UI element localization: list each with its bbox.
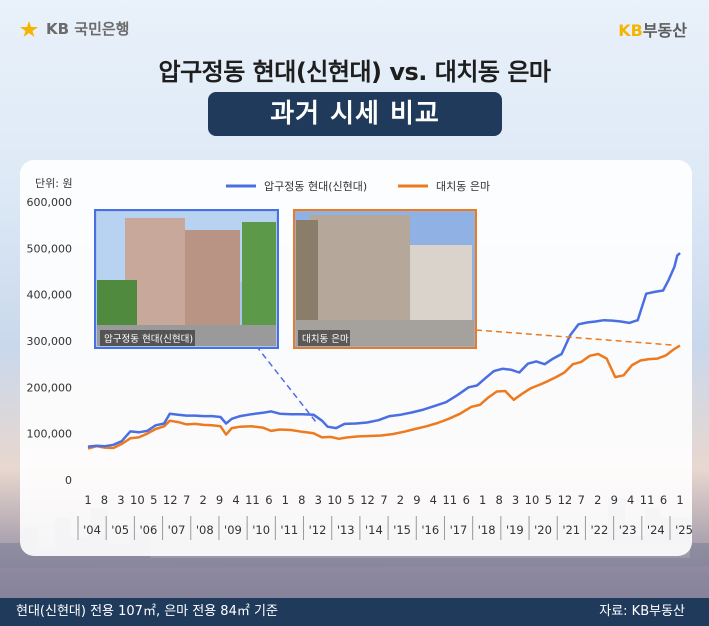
x-month-tick-label: 3 bbox=[315, 493, 322, 507]
photo-caption-hyundai: 압구정동 현대(신현대) bbox=[104, 333, 193, 345]
x-axis: 1 8 3 10 5 12 7 2 9 4 11 6 1 8 3 10 5 12 7 2 9 4 11 6 1 8 3 10 5 12 7 2… bbox=[77, 493, 693, 540]
x-year-label: '05 bbox=[111, 523, 129, 537]
series-line-hyundai bbox=[87, 252, 681, 448]
x-month-tick-label: 10 bbox=[130, 493, 145, 507]
x-month-tick-label: 4 bbox=[430, 493, 437, 507]
x-year-label: '13 bbox=[337, 523, 355, 537]
x-month-tick-label: 10 bbox=[327, 493, 342, 507]
photo-pointer-hyundai bbox=[249, 337, 317, 423]
x-year-label: '14 bbox=[365, 523, 383, 537]
x-month-tick-label: 5 bbox=[347, 493, 354, 507]
x-month-tick-label: 8 bbox=[298, 493, 305, 507]
x-year-label: '11 bbox=[280, 523, 298, 537]
x-year-label: '19 bbox=[506, 523, 524, 537]
x-month-tick-label: 4 bbox=[627, 493, 634, 507]
x-month-tick-label: 8 bbox=[101, 493, 108, 507]
page-title: 압구정동 현대(신현대) vs. 대치동 은마 bbox=[158, 58, 551, 86]
x-year-label: '04 bbox=[83, 523, 101, 537]
x-year-label: '20 bbox=[534, 523, 552, 537]
kb-real-estate-logo: KB부동산 bbox=[618, 17, 687, 41]
x-month-tick-label: 5 bbox=[150, 493, 157, 507]
x-month-tick-label: 10 bbox=[525, 493, 540, 507]
kb-star-icon bbox=[20, 20, 38, 37]
footer-source: 자료: KB부동산 bbox=[599, 604, 685, 619]
x-month-tick-label: 9 bbox=[413, 493, 420, 507]
x-year-label: '08 bbox=[196, 523, 214, 537]
x-year-label: '15 bbox=[393, 523, 411, 537]
x-month-tick-label: 9 bbox=[611, 493, 618, 507]
x-year-label: '10 bbox=[252, 523, 270, 537]
x-month-tick-label: 1 bbox=[84, 493, 91, 507]
y-tick-label: 500,000 bbox=[27, 242, 73, 255]
legend-label-series1: 압구정동 현대(신현대) bbox=[264, 180, 367, 193]
legend-label-series2: 대치동 은마 bbox=[436, 180, 490, 193]
photo-caption-eunma: 대치동 은마 bbox=[302, 333, 349, 345]
x-month-tick-label: 4 bbox=[232, 493, 239, 507]
y-tick-label: 600,000 bbox=[27, 196, 73, 209]
x-month-tick-label: 1 bbox=[676, 493, 683, 507]
footer-note: 현대(신현대) 전용 107㎡, 은마 전용 84㎡ 기준 bbox=[16, 604, 278, 619]
y-tick-label: 0 bbox=[65, 474, 72, 487]
x-month-tick-label: 11 bbox=[442, 493, 457, 507]
price-line-chart: 단위: 원 압구정동 현대(신현대) 대치동 은마 0 100,000 200,00… bbox=[27, 177, 693, 540]
photo-hyundai: 압구정동 현대(신현대) bbox=[94, 209, 279, 349]
x-month-tick-label: 3 bbox=[117, 493, 124, 507]
x-year-label: '16 bbox=[421, 523, 439, 537]
x-year-label: '23 bbox=[619, 523, 637, 537]
x-year-label: '21 bbox=[562, 523, 580, 537]
kb-bank-logo-text: KB 국민은행 bbox=[46, 20, 130, 38]
x-year-label: '18 bbox=[478, 523, 496, 537]
x-month-tick-label: 7 bbox=[578, 493, 585, 507]
y-axis: 0 100,000 200,000 300,000 400,000 500,000 600,… bbox=[27, 196, 73, 487]
x-month-tick-label: 2 bbox=[199, 493, 206, 507]
x-year-label: '07 bbox=[168, 523, 186, 537]
footer-bar: 현대(신현대) 전용 107㎡, 은마 전용 84㎡ 기준 자료: KB부동산 bbox=[0, 598, 709, 626]
kb-bank-logo: KB 국민은행 bbox=[18, 18, 129, 39]
y-tick-label: 300,000 bbox=[27, 335, 73, 348]
x-month-tick-label: 9 bbox=[216, 493, 223, 507]
y-tick-label: 400,000 bbox=[27, 289, 73, 302]
kb-real-estate-suffix: 부동산 bbox=[642, 21, 687, 40]
page-subtitle: 과거 시세 비교 bbox=[208, 92, 502, 136]
legend: 압구정동 현대(신현대) 대치동 은마 bbox=[226, 180, 490, 193]
x-month-tick-label: 11 bbox=[640, 493, 655, 507]
x-month-tick-label: 2 bbox=[594, 493, 601, 507]
city-skyline-background bbox=[0, 498, 709, 598]
x-year-label: '25 bbox=[675, 523, 692, 537]
x-month-tick-label: 11 bbox=[245, 493, 260, 507]
unit-label: 단위: 원 bbox=[35, 177, 73, 190]
x-month-tick-label: 1 bbox=[282, 493, 289, 507]
x-year-label: '09 bbox=[224, 523, 242, 537]
x-month-tick-label: 7 bbox=[380, 493, 387, 507]
x-year-label: '22 bbox=[591, 523, 609, 537]
x-month-tick-label: 8 bbox=[495, 493, 502, 507]
x-month-tick-label: 2 bbox=[397, 493, 404, 507]
x-month-tick-label: 7 bbox=[183, 493, 190, 507]
y-tick-label: 100,000 bbox=[27, 428, 73, 441]
x-month-tick-label: 12 bbox=[163, 493, 178, 507]
x-month-tick-label: 6 bbox=[660, 493, 667, 507]
photo-eunma: 대치동 은마 bbox=[293, 209, 477, 349]
x-month-tick-label: 1 bbox=[479, 493, 486, 507]
x-month-tick-label: 3 bbox=[512, 493, 519, 507]
x-month-tick-label: 12 bbox=[360, 493, 375, 507]
y-tick-label: 200,000 bbox=[27, 381, 73, 394]
x-month-tick-label: 6 bbox=[463, 493, 470, 507]
x-month-tick-label: 6 bbox=[265, 493, 272, 507]
x-year-label: '24 bbox=[647, 523, 665, 537]
photo-pointer-eunma bbox=[475, 329, 673, 346]
kb-real-estate-prefix: KB bbox=[618, 21, 643, 40]
x-year-label: '06 bbox=[139, 523, 157, 537]
x-month-tick-label: 12 bbox=[558, 493, 573, 507]
series-line-eunma bbox=[87, 344, 681, 450]
chart-card: 단위: 원 압구정동 현대(신현대) 대치동 은마 0 100,000 200,00… bbox=[20, 160, 693, 556]
x-month-tick-label: 5 bbox=[545, 493, 552, 507]
x-year-label: '17 bbox=[450, 523, 468, 537]
x-year-label: '12 bbox=[309, 523, 327, 537]
